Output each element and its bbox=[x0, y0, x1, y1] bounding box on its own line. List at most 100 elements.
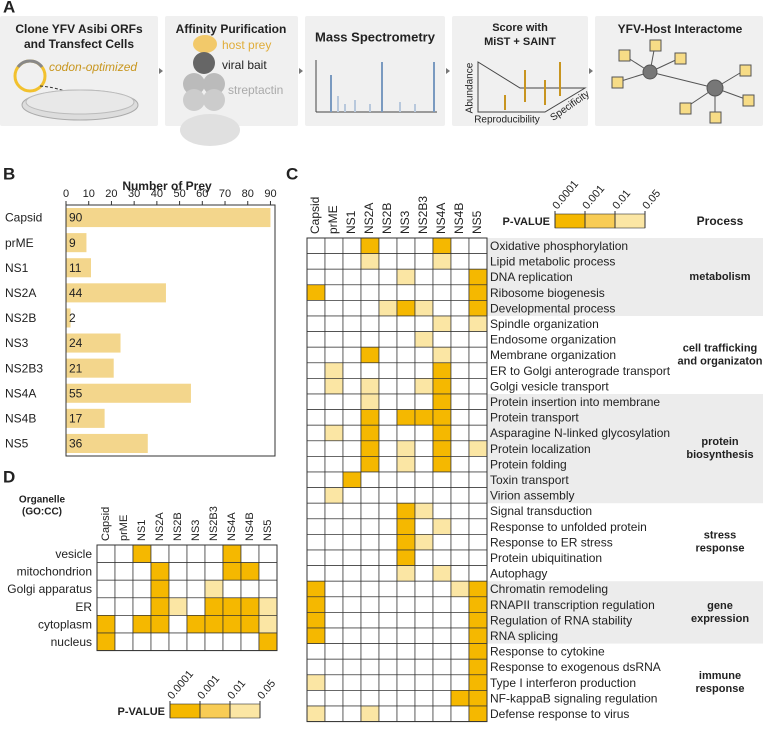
heat-cell bbox=[432, 674, 452, 691]
row-label: Autophagy bbox=[490, 567, 547, 581]
heat-cell bbox=[114, 632, 134, 651]
heat-cell bbox=[306, 409, 326, 426]
heat-cell bbox=[396, 424, 416, 442]
row-label: NF-kappaB signaling regulation bbox=[490, 691, 657, 705]
heat-cell bbox=[240, 544, 260, 563]
heat-cell bbox=[360, 596, 380, 613]
heat-cell bbox=[324, 268, 344, 286]
heat-cell bbox=[306, 596, 326, 613]
row-label: Lipid metabolic process bbox=[490, 255, 615, 269]
heat-cell bbox=[468, 549, 488, 566]
heat-cell bbox=[432, 456, 452, 473]
heat-cell bbox=[150, 544, 170, 563]
heat-cell bbox=[324, 362, 344, 379]
row-label: Signal transduction bbox=[490, 504, 592, 518]
heat-cell bbox=[414, 518, 434, 535]
heat-cell bbox=[432, 346, 452, 364]
y-tick-label: NS4A bbox=[5, 386, 36, 400]
row-label: mitochondrion bbox=[17, 565, 92, 579]
heat-cell bbox=[450, 612, 470, 629]
heat-cell bbox=[396, 378, 416, 395]
step-note: streptactin bbox=[228, 83, 283, 97]
heat-cell bbox=[450, 565, 470, 582]
value-label: 21 bbox=[69, 361, 83, 375]
heat-cell bbox=[468, 284, 488, 301]
heat-cell bbox=[306, 456, 326, 473]
heat-cell bbox=[324, 580, 344, 598]
heat-cell bbox=[450, 315, 470, 332]
legend-title: P-VALUE bbox=[503, 216, 550, 228]
heat-cell bbox=[378, 612, 398, 629]
heat-cell bbox=[168, 544, 188, 563]
heat-cell bbox=[324, 456, 344, 473]
heat-cell bbox=[450, 705, 470, 722]
heat-cell bbox=[450, 331, 470, 348]
heat-cell bbox=[396, 284, 416, 301]
heat-cell bbox=[432, 705, 452, 722]
heat-cell bbox=[342, 690, 362, 707]
heat-cell bbox=[432, 690, 452, 707]
column-label: NS3 bbox=[398, 210, 412, 234]
group-band bbox=[487, 238, 763, 316]
heat-cell bbox=[432, 565, 452, 582]
heat-cell bbox=[306, 237, 326, 254]
heat-cell bbox=[432, 237, 452, 254]
heat-cell bbox=[378, 690, 398, 707]
heat-cell bbox=[240, 562, 260, 581]
group-header: Process bbox=[697, 214, 744, 228]
heat-cell bbox=[360, 502, 380, 520]
step-title: Clone YFV Asibi ORFs bbox=[15, 22, 143, 36]
heat-cell bbox=[414, 409, 434, 426]
heat-cell bbox=[432, 362, 452, 379]
heat-cell bbox=[342, 424, 362, 442]
heat-cell bbox=[360, 300, 380, 317]
heat-cell bbox=[360, 534, 380, 551]
heat-cell bbox=[306, 268, 326, 286]
row-label: RNAPII transcription regulation bbox=[490, 598, 655, 612]
heat-cell bbox=[114, 579, 134, 599]
heat-cell bbox=[360, 690, 380, 707]
heat-cell bbox=[306, 627, 326, 644]
row-label: Toxin transport bbox=[490, 473, 569, 487]
heat-cell bbox=[396, 596, 416, 613]
column-label: NS2B bbox=[380, 203, 394, 234]
row-label: Developmental process bbox=[490, 301, 615, 315]
heat-cell bbox=[360, 268, 380, 286]
heat-cell bbox=[324, 409, 344, 426]
heat-cell bbox=[414, 502, 434, 520]
heat-cell bbox=[378, 549, 398, 566]
heat-cell bbox=[342, 518, 362, 535]
heat-cell bbox=[378, 253, 398, 270]
heat-cell bbox=[306, 690, 326, 707]
heat-cell bbox=[432, 300, 452, 317]
heat-cell bbox=[324, 705, 344, 722]
heat-cell bbox=[324, 346, 344, 364]
heat-cell bbox=[432, 658, 452, 676]
heat-cell bbox=[204, 562, 224, 581]
step-title: Affinity Purification bbox=[176, 22, 287, 36]
heat-cell bbox=[324, 534, 344, 551]
heat-cell bbox=[306, 612, 326, 629]
heat-cell bbox=[396, 502, 416, 520]
heat-cell bbox=[222, 579, 242, 599]
legend-swatch bbox=[614, 213, 646, 229]
heat-cell bbox=[414, 565, 434, 582]
row-label: Regulation of RNA stability bbox=[490, 613, 632, 627]
heat-cell bbox=[186, 562, 206, 581]
heat-cell bbox=[360, 612, 380, 629]
row-label: Chromatin remodeling bbox=[490, 582, 608, 596]
heat-frame bbox=[96, 544, 278, 652]
heat-cell bbox=[468, 705, 488, 722]
heat-cell bbox=[414, 487, 434, 504]
score-icon bbox=[477, 61, 587, 113]
heat-cell bbox=[168, 632, 188, 651]
heat-cell bbox=[186, 615, 206, 634]
heat-cell bbox=[468, 253, 488, 270]
step-note: host prey bbox=[222, 38, 271, 52]
heat-cell bbox=[432, 534, 452, 551]
heat-cell bbox=[150, 579, 170, 599]
heat-cell bbox=[150, 562, 170, 581]
heat-cell bbox=[468, 487, 488, 504]
heat-cell bbox=[342, 315, 362, 332]
heat-cell bbox=[378, 502, 398, 520]
